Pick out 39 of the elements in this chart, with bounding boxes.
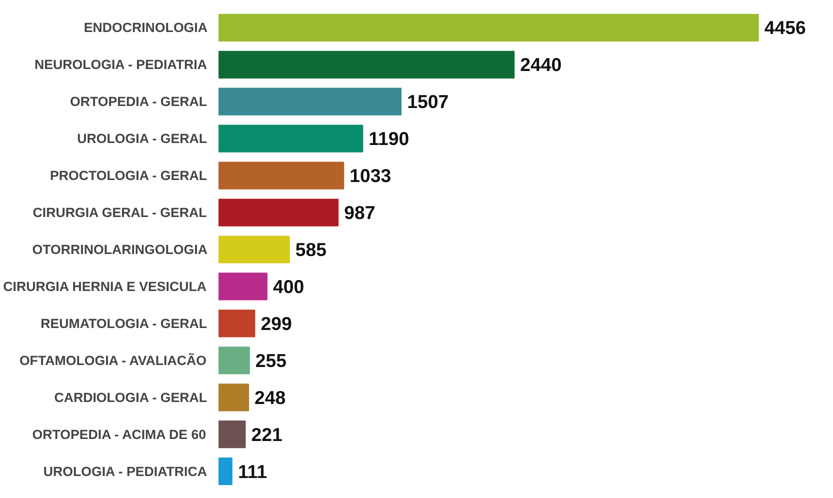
data-label: 248 [254,386,286,408]
data-label: 255 [255,350,287,371]
y-tick-label: PROCTOLOGIA - GERAL [50,168,208,184]
bar [218,162,344,190]
data-label: 299 [260,312,292,334]
y-tick-label: CIRURGIA HERNIA E VESICULA [3,278,207,294]
bar [218,236,290,264]
data-label: 111 [238,460,268,482]
bar [218,272,268,300]
data-label: 987 [344,202,376,224]
bar [218,458,232,486]
bar [218,346,250,374]
y-tick-label: ENDOCRINOLOGIA [84,20,208,36]
bar [218,124,364,152]
y-tick-label: CARDIOLOGIA - GERAL [54,390,208,405]
bar [218,88,402,116]
bar [218,420,246,448]
y-tick-label: ORTOPEDIA - ACIMA DE 60 [32,426,206,442]
y-tick-label: OTORRINOLARINGOLOGIA [32,242,208,257]
y-tick-label: OFTAMOLOGIA - AVALIACÃO [19,352,207,368]
data-label: 400 [272,276,304,297]
data-label: 1507 [407,91,449,112]
data-label: 1190 [368,128,410,150]
y-tick-label: REUMATOLOGIA - GERAL [40,316,208,331]
bar [218,198,339,226]
data-label: 221 [251,424,282,445]
data-label: 4456 [764,17,806,38]
y-tick-label: UROLOGIA - GERAL [77,131,208,146]
y-tick-label: NEUROLOGIA - PEDIATRIA [34,57,208,72]
bar [218,50,515,78]
bar [218,14,759,42]
data-label: 2440 [520,54,562,76]
y-tick-label: CIRURGIA GERAL - GERAL [32,205,207,220]
y-tick-label: UROLOGIA - PEDIATRICA [43,464,208,479]
bar [218,310,256,338]
y-tick-label: ORTOPEDIA - GERAL [70,94,208,110]
bar [218,384,250,412]
data-label: 585 [295,239,327,260]
data-label: 1033 [350,165,392,186]
